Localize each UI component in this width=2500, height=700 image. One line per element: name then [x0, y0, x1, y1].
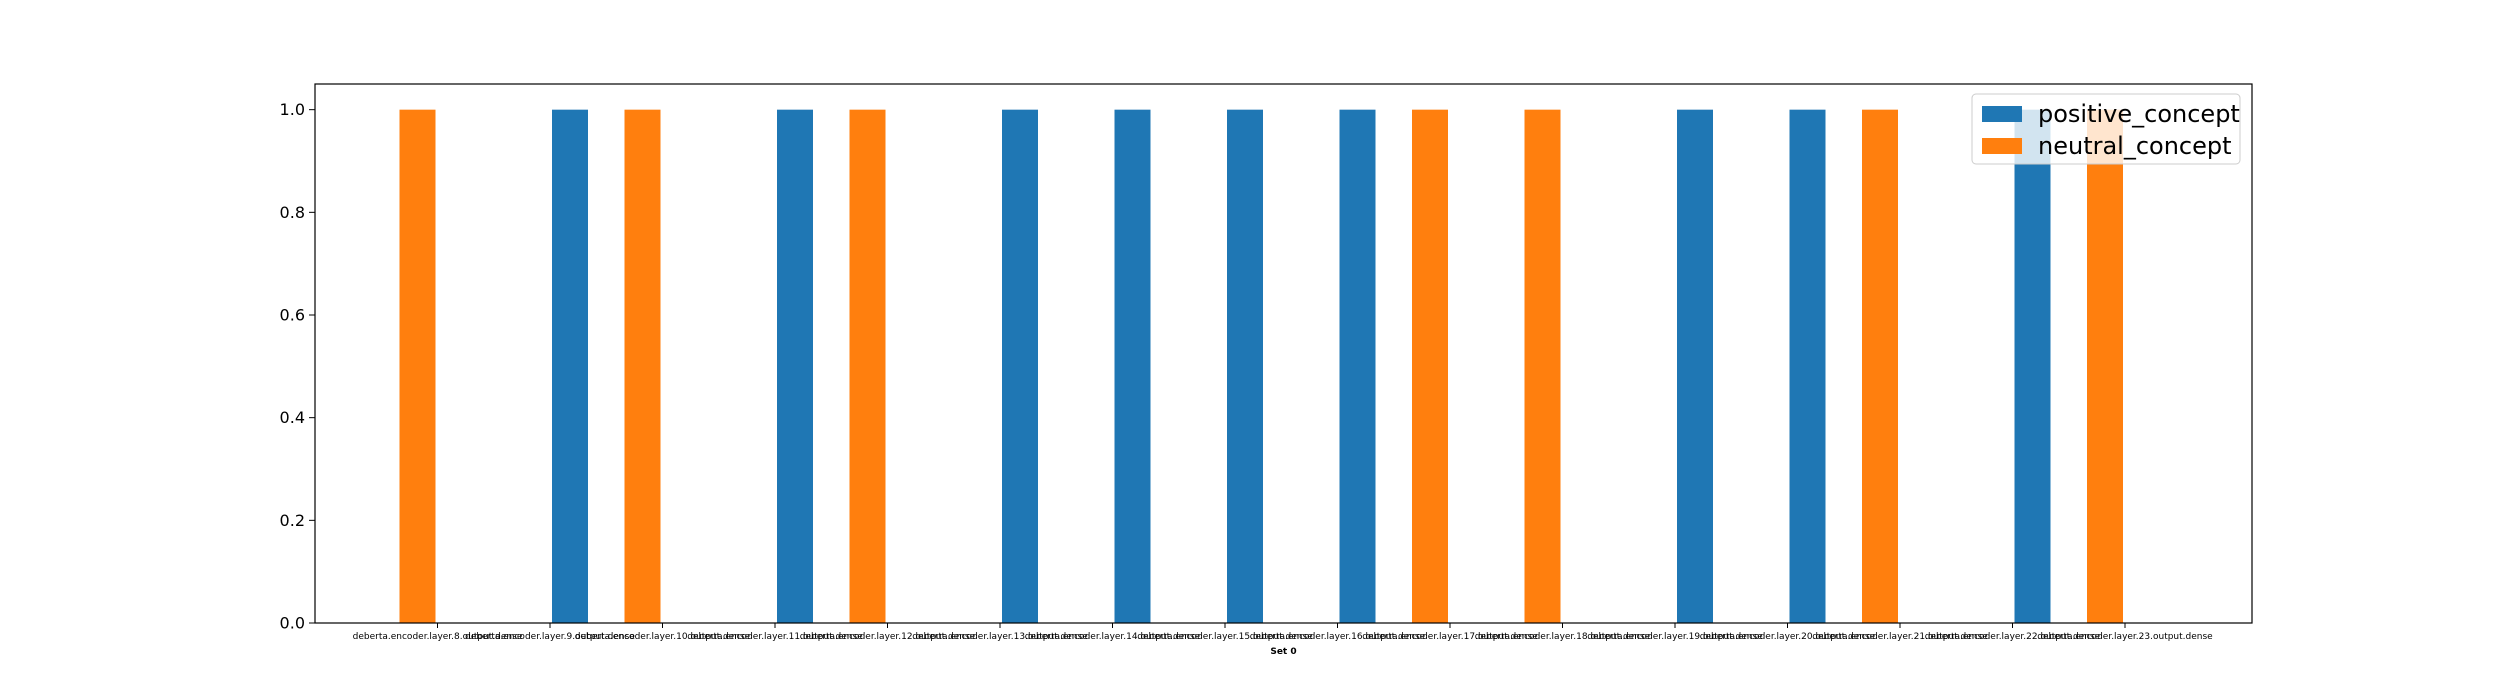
bar-positive_concept-1 — [552, 109, 588, 623]
y-tick-label: 1.0 — [280, 100, 305, 119]
legend-swatch-positive_concept — [1982, 106, 2022, 122]
y-tick-label: 0.2 — [280, 511, 305, 530]
legend-box — [1971, 93, 2241, 165]
bar-neutral_concept-15 — [2087, 109, 2123, 623]
legend-label-neutral_concept: neutral_concept — [2038, 132, 2232, 160]
bar-neutral_concept-13 — [1862, 109, 1898, 623]
bars-layer — [399, 109, 2123, 623]
bar-neutral_concept-0 — [399, 109, 436, 623]
x-tick-label: deberta.encoder.layer.22.output.dense — [1925, 632, 2101, 642]
x-tick-label: deberta.encoder.layer.11.output.dense — [687, 632, 863, 642]
y-tick-label: 0.0 — [280, 614, 305, 633]
bar-positive_concept-8 — [1339, 109, 1376, 623]
bar-positive_concept-3 — [777, 109, 813, 623]
y-tick-label: 0.8 — [280, 203, 305, 222]
x-tick-label: deberta.encoder.layer.20.output.dense — [1700, 632, 1876, 642]
bar-positive_concept-5 — [1002, 109, 1038, 623]
x-tick-label: deberta.encoder.layer.15.output.dense — [1137, 632, 1313, 642]
bar-positive_concept-7 — [1227, 109, 1263, 623]
bar-neutral_concept-10 — [1524, 109, 1561, 623]
x-tick-label: deberta.encoder.layer.9.output.dense — [465, 632, 635, 642]
x-axis: deberta.encoder.layer.8.output.densedebe… — [353, 623, 2213, 642]
x-tick-label: deberta.encoder.layer.8.output.dense — [353, 632, 523, 642]
plot-frame — [314, 83, 2253, 624]
x-tick-label: deberta.encoder.layer.23.output.dense — [2037, 632, 2213, 642]
bar-neutral_concept-2 — [624, 109, 661, 623]
bar-positive_concept-11 — [1677, 109, 1713, 623]
y-tick-label: 0.6 — [280, 306, 305, 325]
x-tick-label: deberta.encoder.layer.12.output.dense — [800, 632, 976, 642]
x-tick-label: deberta.encoder.layer.18.output.dense — [1475, 632, 1651, 642]
x-tick-label: deberta.encoder.layer.10.output.dense — [575, 632, 751, 642]
bar-positive_concept-6 — [1114, 109, 1151, 623]
y-tick-label: 0.4 — [280, 408, 305, 427]
bar-neutral_concept-4 — [849, 109, 886, 623]
y-axis: 0.0 0.2 0.4 0.6 0.8 1.0 — [280, 100, 315, 633]
legend: positive_concept neutral_concept — [1971, 93, 2241, 165]
x-tick-label: deberta.encoder.layer.17.output.dense — [1362, 632, 1538, 642]
x-axis-label: Set 0 — [1270, 647, 1296, 657]
bar-neutral_concept-9 — [1412, 109, 1448, 623]
x-tick-label: deberta.encoder.layer.13.output.dense — [912, 632, 1088, 642]
x-tick-label: deberta.encoder.layer.14.output.dense — [1025, 632, 1201, 642]
legend-label-positive_concept: positive_concept — [2038, 100, 2240, 128]
x-tick-label: deberta.encoder.layer.19.output.dense — [1587, 632, 1763, 642]
x-tick-label: deberta.encoder.layer.16.output.dense — [1250, 632, 1426, 642]
legend-swatch-neutral_concept — [1982, 138, 2022, 154]
bar-positive_concept-14 — [2014, 109, 2051, 623]
x-tick-label: deberta.encoder.layer.21.output.dense — [1812, 632, 1988, 642]
bar-positive_concept-12 — [1789, 109, 1826, 623]
